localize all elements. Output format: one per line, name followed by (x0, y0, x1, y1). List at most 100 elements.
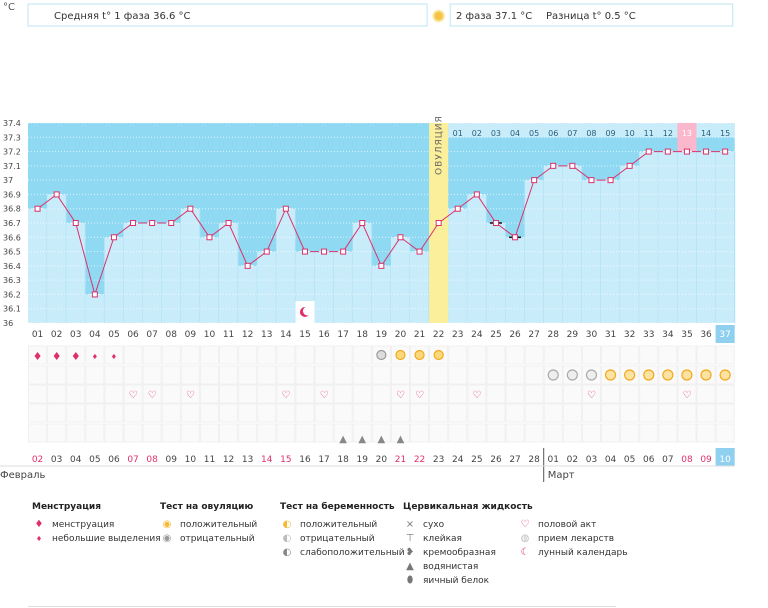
header-phase1-box (27, 3, 428, 27)
cycle-day-label: 03 (70, 330, 81, 340)
event-cell (505, 403, 525, 423)
date-label: 17 (318, 455, 329, 465)
event-cell (28, 403, 48, 423)
event-cell (142, 403, 162, 423)
cycle-day-label: 26 (509, 330, 521, 340)
event-cell (85, 365, 105, 385)
temp-bar (467, 194, 487, 323)
y-tick-label: 36.3 (3, 276, 21, 285)
event-cell (467, 403, 487, 423)
event-cell (601, 403, 621, 423)
legend-eggwhite: яичный белок (423, 576, 490, 586)
event-cell (314, 365, 334, 385)
legend-medication: прием лекарств (538, 534, 615, 544)
header-sun-icon (432, 10, 445, 22)
event-cell (28, 345, 48, 365)
cycle-day-label: 17 (337, 330, 348, 340)
pregnancy-negative-icon (566, 369, 578, 381)
event-cell (333, 423, 353, 443)
pregnancy-positive-icon (604, 369, 617, 381)
temperature-point (225, 220, 232, 226)
temp-bar (410, 251, 430, 323)
pregnancy-positive-icon (700, 369, 712, 381)
pregnancy-positive-icon (643, 369, 655, 381)
event-cell (677, 384, 697, 404)
event-cell (524, 423, 544, 443)
legend-preg-positive: положительный (300, 520, 378, 530)
event-cell (505, 345, 525, 365)
event-cell (47, 365, 67, 385)
date-label: 15 (280, 455, 291, 465)
temperature-point (531, 177, 538, 184)
event-cell (429, 384, 449, 404)
cycle-day-label: 10 (204, 330, 216, 340)
temp-bar (219, 223, 239, 323)
temp-bar (47, 194, 67, 323)
temperature-point (301, 248, 308, 255)
event-cell (658, 423, 678, 443)
event-cell (467, 365, 487, 385)
event-cell (448, 365, 468, 385)
event-cell (295, 345, 315, 365)
phase2-day-number: 14 (701, 129, 711, 138)
temperature-point (34, 205, 41, 212)
watery-icon: ▲ (377, 434, 385, 445)
event-cell (371, 403, 391, 423)
event-cell (238, 384, 258, 404)
pregnancy-negative-icon (547, 369, 559, 381)
temperature-point (378, 262, 385, 269)
ovulation-positive-icon: ◉ (162, 519, 172, 530)
event-cell (715, 403, 735, 423)
event-cell (562, 403, 582, 423)
temperature-point (168, 220, 175, 226)
phase2-day-number: 03 (491, 129, 501, 138)
temperature-point (321, 248, 328, 255)
moon-icon: ☾ (520, 547, 530, 558)
y-tick-label: 36.8 (3, 205, 21, 214)
event-cell (620, 423, 640, 443)
date-label: 10 (185, 455, 197, 465)
heart-icon: ♡ (186, 390, 195, 401)
temperature-point (550, 162, 557, 169)
temperature-point (473, 191, 480, 198)
temp-bar (620, 165, 640, 323)
legend-spotting-item: небольшие выделения (52, 534, 161, 544)
date-label: 22 (414, 455, 425, 465)
event-cell (104, 423, 124, 443)
event-cell (410, 365, 430, 385)
event-cell (104, 365, 124, 385)
event-cell (66, 345, 86, 365)
menstruation-drop-icon: ♦ (52, 350, 62, 363)
event-cell (123, 403, 143, 423)
event-cell (352, 403, 372, 423)
date-label: 06 (643, 455, 655, 465)
phase2-day-number: 08 (586, 129, 596, 138)
heart-icon: ♡ (148, 390, 157, 401)
phase2-day-number: 10 (625, 129, 635, 138)
y-tick-label: 36.5 (3, 248, 21, 257)
date-label: 26 (490, 455, 502, 465)
event-cell (524, 365, 544, 385)
event-cell (677, 423, 697, 443)
phase2-day-number: 09 (605, 129, 615, 138)
event-cell (85, 403, 105, 423)
temperature-point (206, 234, 213, 241)
cycle-day-label: 32 (624, 330, 635, 340)
date-label: 25 (471, 455, 482, 465)
temperature-point (91, 291, 98, 298)
event-cell (658, 345, 678, 365)
event-cell (562, 345, 582, 365)
event-cell (180, 423, 200, 443)
temperature-point (244, 262, 251, 269)
spotting-drop-icon: ♦ (35, 535, 43, 543)
event-cell (429, 403, 449, 423)
y-tick-label: 36.7 (3, 219, 21, 228)
event-cell (486, 384, 506, 404)
temperature-point (703, 148, 710, 155)
phase2-day-number: 12 (663, 129, 673, 138)
temperature-point (722, 148, 729, 155)
temp-bar (352, 223, 372, 323)
cycle-day-label: 31 (605, 330, 616, 340)
cycle-day-label: 06 (127, 330, 139, 340)
event-cell (371, 384, 391, 404)
